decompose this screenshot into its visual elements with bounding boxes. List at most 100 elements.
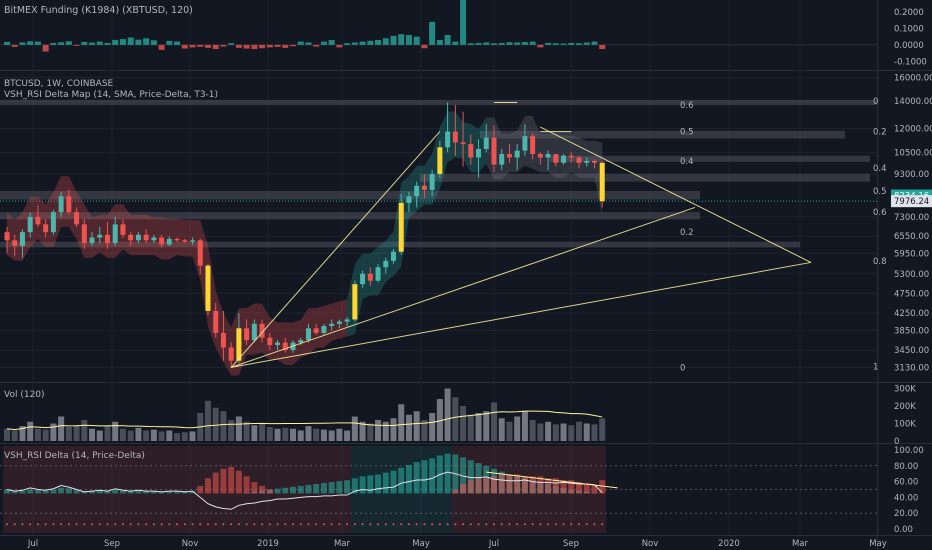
funding-bar bbox=[328, 39, 335, 45]
delta-marker bbox=[137, 523, 140, 526]
delta-bar-negative bbox=[514, 474, 521, 494]
candle-body bbox=[89, 237, 95, 244]
candle-body bbox=[460, 142, 466, 145]
delta-marker bbox=[578, 523, 581, 526]
volume-panel-title: Vol (120) bbox=[4, 390, 45, 400]
candle-body bbox=[383, 260, 389, 268]
volume-bar bbox=[351, 416, 358, 441]
delta-tick-label: 20.00 bbox=[894, 509, 918, 519]
delta-bar-negative bbox=[537, 476, 544, 494]
fib-label: 1 bbox=[873, 362, 878, 372]
funding-bar bbox=[452, 41, 459, 45]
price-zone bbox=[0, 99, 877, 106]
candle-body bbox=[58, 196, 64, 213]
delta-marker bbox=[346, 523, 349, 526]
delta-bar-negative bbox=[560, 480, 567, 494]
delta-marker bbox=[554, 523, 557, 526]
fib-label: 0.4 bbox=[873, 164, 887, 174]
volume-bar bbox=[204, 400, 211, 441]
delta-marker bbox=[593, 523, 596, 526]
volume-bar bbox=[344, 430, 351, 441]
delta-bar-positive bbox=[305, 484, 312, 494]
candle-body bbox=[499, 154, 505, 165]
funding-bar bbox=[529, 41, 536, 45]
fib-labels: 0.6 0.5 0.4 0.2 0 0 0.2 0.4 0.5 0.6 0.8 1 bbox=[680, 97, 887, 373]
volume-bar bbox=[359, 421, 366, 441]
funding-bar bbox=[204, 44, 211, 48]
candle-body bbox=[282, 342, 288, 351]
funding-bar bbox=[305, 42, 312, 45]
delta-bar-negative bbox=[483, 478, 490, 494]
delta-marker bbox=[230, 523, 233, 526]
delta-bar-negative bbox=[583, 483, 590, 494]
candle-body bbox=[236, 328, 242, 361]
delta-bar-positive bbox=[398, 467, 405, 494]
price-axis-ticks: 16000.00 14000.00 12000.00 10500.00 9300.00 7… bbox=[894, 73, 932, 373]
funding-bar bbox=[143, 38, 150, 45]
candle-body bbox=[174, 238, 180, 241]
funding-bar bbox=[490, 43, 497, 45]
delta-bar-positive bbox=[351, 478, 358, 494]
volume-bar bbox=[336, 428, 343, 441]
volume-bar bbox=[452, 397, 459, 441]
delta-marker bbox=[21, 523, 24, 526]
time-tick-label: Nov bbox=[642, 539, 659, 549]
delta-marker bbox=[91, 523, 94, 526]
delta-bar-positive bbox=[42, 490, 49, 494]
price-tick-label: 5300.00 bbox=[894, 270, 929, 280]
funding-bar bbox=[297, 41, 304, 45]
delta-marker bbox=[415, 523, 418, 526]
funding-bar bbox=[11, 44, 18, 47]
funding-bar bbox=[382, 38, 389, 45]
funding-bar bbox=[81, 41, 88, 45]
candle-body bbox=[74, 212, 80, 225]
volume-bar bbox=[220, 411, 227, 441]
fib-label: 0.6 bbox=[680, 101, 694, 111]
delta-bar-negative bbox=[591, 485, 598, 494]
funding-tick-label: 0.2000 bbox=[894, 8, 924, 18]
delta-bar-negative bbox=[599, 480, 606, 494]
delta-marker bbox=[446, 523, 449, 526]
delta-band bbox=[451, 446, 607, 533]
delta-bar-positive bbox=[4, 489, 10, 494]
cloud-segment bbox=[486, 116, 603, 216]
candle-body bbox=[35, 216, 41, 225]
funding-bar bbox=[483, 42, 490, 45]
funding-bar bbox=[521, 41, 528, 45]
delta-marker bbox=[400, 523, 403, 526]
volume-bar bbox=[42, 429, 49, 441]
volume-bar bbox=[104, 425, 111, 441]
funding-bar bbox=[429, 21, 436, 45]
delta-marker bbox=[369, 523, 372, 526]
funding-bar bbox=[583, 42, 590, 45]
candle-body bbox=[259, 323, 265, 338]
volume-bar bbox=[174, 433, 181, 441]
price-zone bbox=[0, 190, 700, 200]
candle-body bbox=[568, 155, 574, 158]
delta-bar-positive bbox=[189, 491, 196, 494]
delta-bar-negative bbox=[251, 482, 258, 494]
delta-marker bbox=[237, 523, 240, 526]
candle-body bbox=[275, 342, 281, 346]
delta-bar-negative bbox=[529, 476, 536, 494]
price-tick-label: 4250.00 bbox=[894, 309, 929, 319]
funding-bar bbox=[73, 44, 80, 46]
candle-body bbox=[375, 267, 381, 281]
trendline bbox=[231, 206, 696, 368]
funding-bar bbox=[282, 44, 289, 48]
volume-bar bbox=[444, 388, 451, 441]
fib-label: 0.4 bbox=[680, 157, 694, 167]
candle-body bbox=[344, 319, 350, 322]
funding-bar bbox=[243, 44, 250, 49]
delta-lines bbox=[6, 471, 618, 526]
funding-bar bbox=[166, 40, 173, 45]
delta-bar-negative bbox=[475, 478, 482, 494]
volume-bar bbox=[27, 421, 34, 441]
candle-body bbox=[128, 234, 134, 241]
funding-bar bbox=[351, 42, 358, 45]
price-tick-label: 12000.00 bbox=[894, 125, 932, 135]
funding-bar bbox=[197, 44, 204, 47]
volume-bar bbox=[529, 420, 536, 441]
volume-bar bbox=[576, 421, 583, 441]
